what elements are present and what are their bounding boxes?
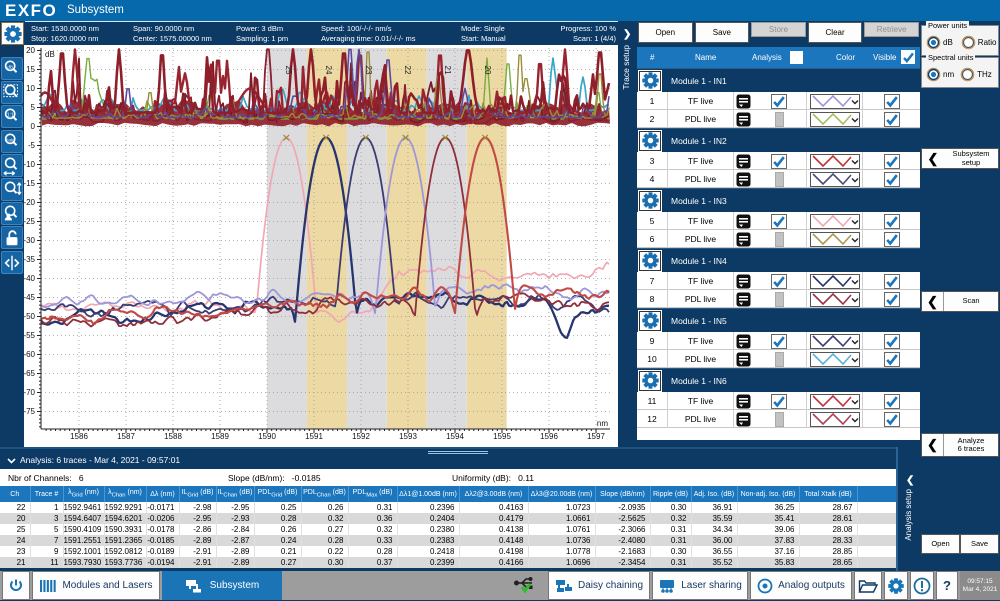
svg-text:-50: -50 [24,312,36,321]
svg-text:-45: -45 [24,293,36,302]
svg-text:-40: -40 [24,274,36,283]
svg-text:-65: -65 [24,369,36,378]
svg-text:20: 20 [483,66,492,75]
svg-text:10: 10 [26,84,35,93]
svg-text:1593: 1593 [399,432,417,441]
svg-text:-5: -5 [28,141,36,150]
svg-text:-75: -75 [24,407,36,416]
svg-text:21: 21 [443,66,452,75]
svg-text:nm: nm [597,419,608,428]
svg-text:-25: -25 [24,217,36,226]
svg-text:1594: 1594 [446,432,464,441]
svg-text:22: 22 [403,66,412,75]
svg-text:1586: 1586 [70,432,88,441]
svg-text:1591: 1591 [305,432,323,441]
svg-text:-55: -55 [24,331,36,340]
svg-text:-20: -20 [24,198,36,207]
svg-text:-35: -35 [24,255,36,264]
svg-text:1595: 1595 [493,432,511,441]
svg-text:1597: 1597 [587,432,605,441]
svg-text:25: 25 [284,66,293,75]
svg-text:-30: -30 [24,236,36,245]
svg-text:1587: 1587 [117,432,135,441]
svg-text:1590: 1590 [258,432,276,441]
svg-text:1588: 1588 [164,432,182,441]
svg-text:1596: 1596 [540,432,558,441]
svg-text:dB: dB [7,64,13,69]
svg-text:20: 20 [26,46,35,55]
svg-text:-70: -70 [24,388,36,397]
svg-text:1:1: 1:1 [7,112,14,118]
svg-text:-15: -15 [24,179,36,188]
svg-text:dB: dB [45,50,55,59]
svg-text:1589: 1589 [211,432,229,441]
svg-text:24: 24 [324,66,333,75]
svg-text:0: 0 [31,122,36,131]
svg-text:5: 5 [31,103,36,112]
svg-text:Auto: Auto [6,137,15,142]
svg-text:23: 23 [364,66,373,75]
svg-text:-60: -60 [24,350,36,359]
svg-text:15: 15 [26,65,35,74]
svg-text:-10: -10 [24,160,36,169]
svg-text:1592: 1592 [352,432,370,441]
